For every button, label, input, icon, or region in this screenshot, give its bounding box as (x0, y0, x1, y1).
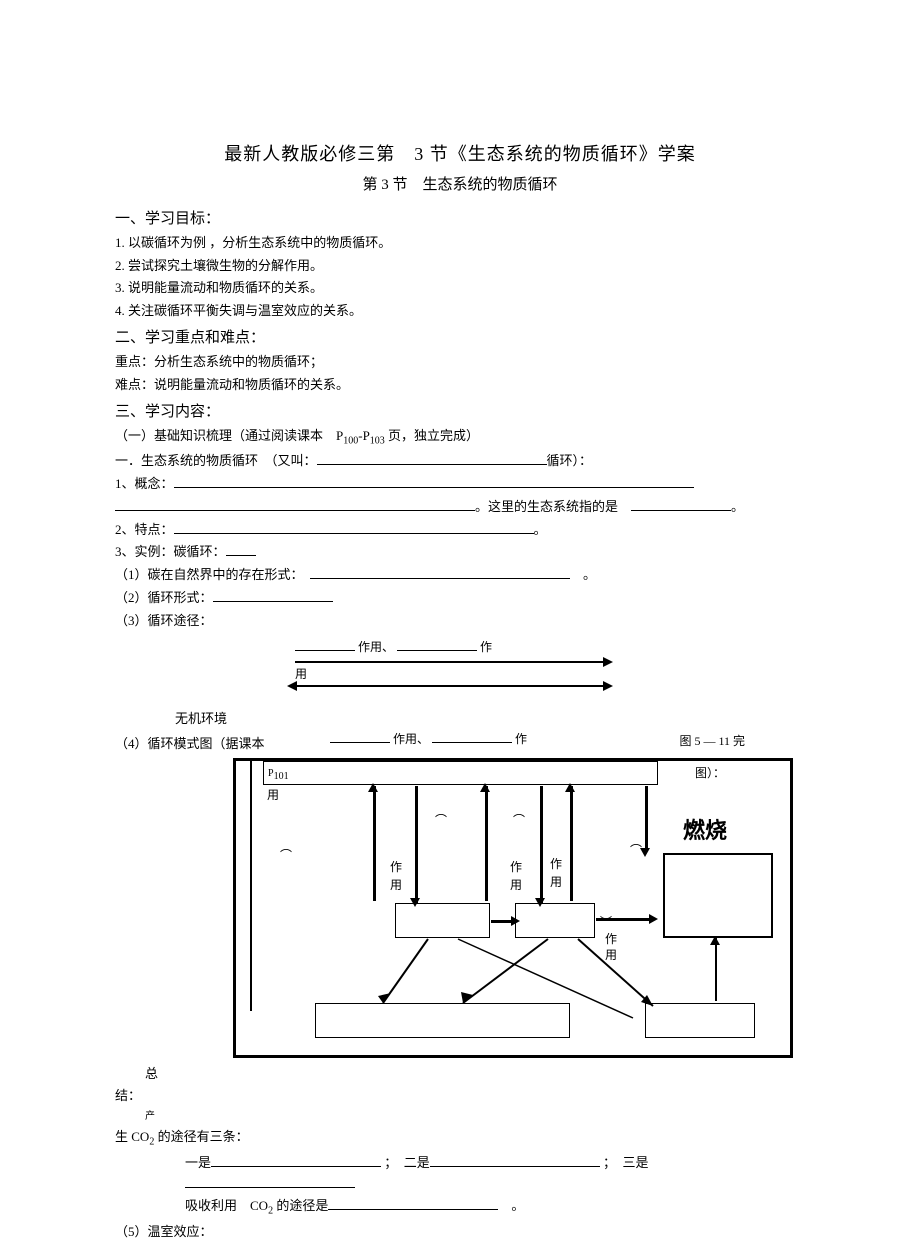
p100: 100 (343, 435, 358, 446)
line1-a: 一．生态系统的物质循环 （又叫： (115, 453, 317, 468)
yong-4: 用 (605, 946, 617, 965)
goal-3: 3. 说明能量流动和物质循环的关系。 (115, 278, 805, 299)
goal-1: 1. 以碳循环为例 ，分析生态系统中的物质循环。 (115, 233, 805, 254)
line6-a: （2）循环形式： (115, 590, 213, 605)
line5: （1）碳在自然界中的存在形式： 。 (115, 565, 805, 586)
blank-p3[interactable] (185, 1187, 355, 1188)
line8-e: 图）： (695, 764, 725, 783)
node-bottom-1 (315, 1003, 570, 1038)
keypoint: 重点：分析生态系统中的物质循环； (115, 352, 805, 373)
line3-a: 2、特点： (115, 522, 174, 537)
arrow1-blank-a[interactable] (295, 650, 355, 651)
arrow1-label-a: 作用、 (358, 640, 394, 654)
line5-b: 。 (583, 567, 596, 582)
line2-c: 。 (731, 499, 744, 514)
line1-b: 循环）： (547, 453, 593, 468)
blank-5[interactable] (310, 578, 570, 579)
line9: （5）温室效应： (115, 1222, 805, 1243)
difficulty: 难点：说明能量流动和物质循环的关系。 (115, 375, 805, 396)
blank-p2[interactable] (430, 1166, 600, 1167)
line2-b: 。这里的生态系统指的是 (475, 499, 618, 514)
p103: 103 (370, 435, 385, 446)
blank-1[interactable] (317, 464, 547, 465)
co2-line: 生 CO2 的途径有三条： (115, 1127, 805, 1151)
absorb-b: 的途径是 (273, 1198, 328, 1213)
p101-label: P101 (264, 768, 289, 779)
blank-6[interactable] (213, 601, 333, 602)
arrow-block-1: 作用、 作 用 (295, 638, 625, 703)
node-mid-1 (395, 903, 490, 938)
sub1-a: （一）基础知识梳理（通过阅读课本 P (115, 428, 343, 443)
blank-3[interactable] (174, 533, 534, 534)
arrow2-yong: 用 (267, 786, 279, 805)
paths-line: 一是 ； 二是 ； 三是 (115, 1153, 805, 1195)
path-b: ； 二是 (384, 1155, 430, 1170)
co2-a: 生 CO (115, 1129, 149, 1144)
line2-a: 1、概念： (115, 476, 174, 491)
line5-a: （1）碳在自然界中的存在形式： (115, 567, 297, 582)
blank-absorb[interactable] (328, 1209, 498, 1210)
yong-1: 用 (390, 876, 402, 895)
node-right (663, 853, 773, 938)
summary-2: 结： (115, 1086, 805, 1107)
chan: 产 (145, 1109, 805, 1125)
co2-b: 的途径有三条： (154, 1129, 248, 1144)
absorb-line: 吸收利用 CO2 的途径是 。 (115, 1196, 805, 1220)
node-top: P101 (263, 761, 658, 785)
arrow2-label-b: 作 (515, 732, 527, 746)
line2: 1、概念： (115, 474, 805, 495)
line1: 一．生态系统的物质循环 （又叫： 循环）： (115, 451, 805, 472)
blank-2c[interactable] (631, 510, 731, 511)
sub1: （一）基础知识梳理（通过阅读课本 P100-P103 页，独立完成） (115, 426, 805, 450)
line7: （3）循环途径： (115, 611, 805, 632)
arrow2-blank-b[interactable] (432, 742, 512, 743)
path-a: 一是 (185, 1155, 211, 1170)
line4: 3、实例：碳循环： (115, 542, 805, 563)
arrow2-label-a: 作用、 (393, 732, 429, 746)
path-c: ； 三是 (603, 1155, 649, 1170)
section2-head: 二、学习重点和难点： (115, 326, 805, 350)
blank-4u[interactable] (226, 555, 256, 556)
zuo-1: 作 (390, 858, 402, 877)
blank-2b[interactable] (115, 510, 475, 511)
blank-p1[interactable] (211, 1166, 381, 1167)
line2b: 。这里的生态系统指的是 。 (115, 497, 805, 518)
line3-b: 。 (534, 522, 547, 537)
line4-text: 3、实例：碳循环： (115, 544, 226, 559)
section3-head: 三、学习内容： (115, 400, 805, 424)
line8-a: （4）循环模式图（据课本 (115, 734, 265, 755)
node-mid-2 (515, 903, 595, 938)
arrow1-blank-b[interactable] (397, 650, 477, 651)
sub1-c: 页，独立完成） (385, 428, 479, 443)
sub1-b: -P (358, 428, 370, 443)
zuo-2: 作 (510, 858, 522, 877)
blank-2[interactable] (174, 487, 694, 488)
node-bottom-2 (645, 1003, 755, 1038)
summary-1: 总 (115, 1064, 805, 1085)
sub-title: 第 3 节 生态系统的物质循环 (115, 173, 805, 197)
burn-label: 燃烧 (683, 813, 727, 848)
main-title: 最新人教版必修三第 3 节《生态系统的物质循环》学案 (115, 140, 805, 169)
goal-2: 2. 尝试探究土壤微生物的分解作用。 (115, 256, 805, 277)
env-label: 无机环境 (175, 709, 805, 730)
yong-2: 用 (510, 876, 522, 895)
absorb-c: 。 (511, 1198, 524, 1213)
absorb-a: 吸收利用 CO (185, 1198, 268, 1213)
line6: （2）循环形式： (115, 588, 805, 609)
line3: 2、特点： 。 (115, 520, 805, 541)
zuo-3: 作 (550, 855, 562, 874)
cycle-diagram: P101 图）： 用 燃烧 作 用 (115, 758, 805, 1058)
arrow2-blank-a[interactable] (330, 742, 390, 743)
goal-4: 4. 关注碳循环平衡失调与温室效应的关系。 (115, 301, 805, 322)
yong-3: 用 (550, 873, 562, 892)
line8-d: 图 5 — 11 完 (679, 732, 745, 751)
arrow1-label-b: 作 (480, 640, 492, 654)
section1-head: 一、学习目标： (115, 207, 805, 231)
